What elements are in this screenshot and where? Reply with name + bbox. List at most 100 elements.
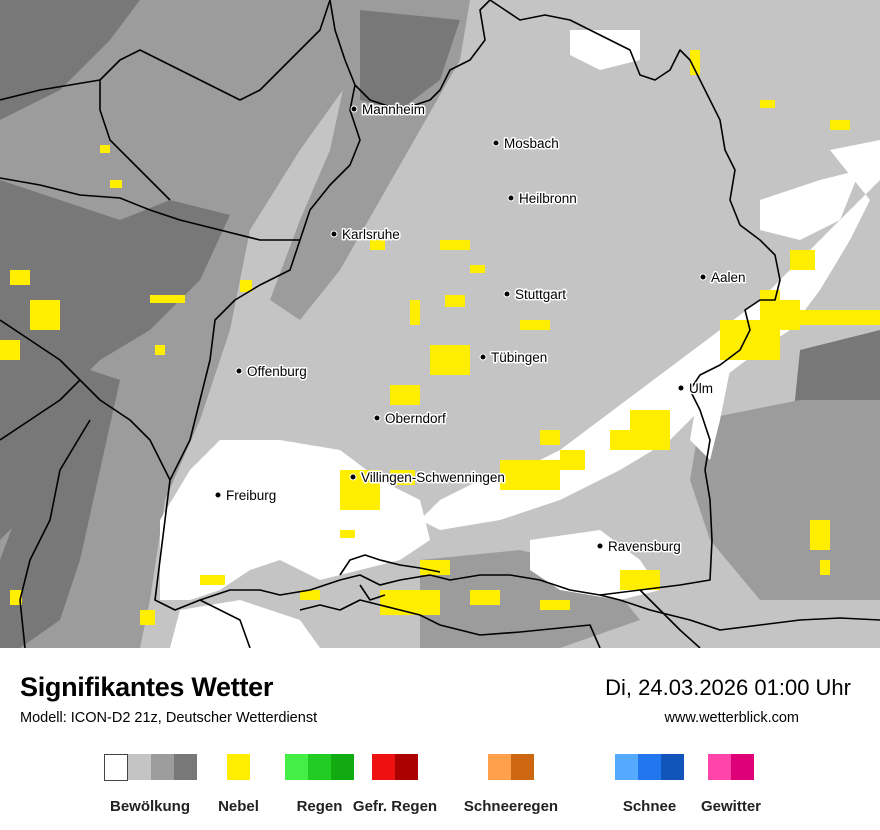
cloud-layer-dense-band-2 <box>0 360 120 648</box>
legend-group-schnee: Schnee <box>615 754 684 815</box>
legend-label: Schnee <box>622 798 677 815</box>
legend-swatch <box>708 754 731 780</box>
city-oberndorf[interactable]: Oberndorf <box>373 410 448 428</box>
border-switzerland <box>199 599 601 649</box>
legend-group-schneeregen: Schneeregen <box>464 754 558 815</box>
fog-patches <box>0 50 880 625</box>
city-dot <box>503 290 511 298</box>
city-dot <box>235 367 243 375</box>
legend-swatch <box>174 754 197 780</box>
city-ulm[interactable]: Ulm <box>677 380 715 398</box>
legend-label: Schneeregen <box>463 798 559 815</box>
legend-swatches <box>488 754 534 782</box>
city-dot <box>330 230 338 238</box>
legend-label: Nebel <box>218 798 259 815</box>
legend-swatches <box>227 754 250 782</box>
city-dot <box>596 542 604 550</box>
clear-sky-southwest-2 <box>170 600 320 648</box>
cloud-layer-medium-east <box>690 400 880 600</box>
legend-label: Regen <box>296 798 343 815</box>
city-label: Tübingen <box>491 350 547 365</box>
city-stuttgart[interactable]: Stuttgart <box>503 286 568 304</box>
clear-sky-northeast <box>760 170 860 240</box>
legend-group-regen: Regen <box>285 754 354 815</box>
border-france-germany <box>0 177 300 241</box>
border-baden-wuerttemberg <box>154 0 781 611</box>
border-west-inner <box>0 379 91 649</box>
border-northwest <box>99 0 331 101</box>
city-dot <box>507 194 515 202</box>
city-mannheim[interactable]: Mannheim <box>350 101 427 119</box>
city-label: Ulm <box>689 381 713 396</box>
legend-swatches <box>372 754 418 782</box>
city-heilbronn[interactable]: Heilbronn <box>507 190 578 208</box>
weather-map[interactable]: Mannheim Mosbach Heilbronn Karlsruhe Aalen St… <box>0 0 880 649</box>
city-label: Mannheim <box>362 102 425 117</box>
legend-swatches <box>615 754 684 782</box>
city-dot <box>492 139 500 147</box>
city-label: Aalen <box>711 270 746 285</box>
city-villingen-schwenningen[interactable]: Villingen-Schwenningen <box>349 469 506 487</box>
city-markers: Mannheim Mosbach Heilbronn Karlsruhe Aalen St… <box>214 101 747 556</box>
border-bavaria <box>639 589 701 649</box>
legend-swatch <box>488 754 511 780</box>
website-link[interactable]: www.wetterblick.com <box>664 710 799 726</box>
legend-swatch <box>372 754 395 780</box>
legend-swatch <box>308 754 331 780</box>
legend-group-bew-lkung: Bewölkung <box>104 754 197 815</box>
city-label: Mosbach <box>504 136 559 151</box>
city-label: Karlsruhe <box>342 227 400 242</box>
city-label: Stuttgart <box>515 287 566 302</box>
city-ravensburg[interactable]: Ravensburg <box>596 538 682 556</box>
legend-swatch <box>227 754 250 780</box>
city-dot <box>479 353 487 361</box>
model-info: Modell: ICON-D2 21z, Deutscher Wetterdie… <box>20 710 318 726</box>
city-dot <box>699 273 707 281</box>
clear-sky-central <box>420 140 880 530</box>
city-label: Freiburg <box>226 488 276 503</box>
legend-swatch <box>731 754 754 780</box>
state-borders <box>0 0 880 649</box>
border-lake-constance <box>599 594 880 631</box>
cloud-layer-dense-nw <box>0 0 140 120</box>
legend-swatch <box>661 754 684 780</box>
legend-swatches <box>285 754 354 782</box>
map-title: Signifikantes Wetter <box>20 672 274 702</box>
city-mosbach[interactable]: Mosbach <box>492 135 560 153</box>
border-lake-shore <box>339 554 441 601</box>
legend-group-gewitter: Gewitter <box>701 754 761 815</box>
city-label: Heilbronn <box>519 191 577 206</box>
legend-label: Bewölkung <box>109 798 191 815</box>
border-alsace <box>0 319 171 481</box>
city-dot <box>214 491 222 499</box>
cloud-layer-dense-north <box>360 10 460 110</box>
city-freiburg[interactable]: Freiburg <box>214 487 278 505</box>
legend-swatch <box>104 754 128 781</box>
border-west-north <box>0 79 171 201</box>
legend-swatch <box>638 754 661 780</box>
legend-swatch <box>331 754 354 780</box>
legend-label: Gefr. Regen <box>352 798 438 815</box>
legend-swatch <box>395 754 418 780</box>
legend-swatch <box>128 754 151 780</box>
legend-swatch <box>511 754 534 780</box>
city-karlsruhe[interactable]: Karlsruhe <box>330 226 401 244</box>
city-label: Villingen-Schwenningen <box>361 470 505 485</box>
legend-swatch <box>285 754 308 780</box>
legend-group-gefr-regen: Gefr. Regen <box>353 754 437 815</box>
clear-sky-north <box>570 30 640 70</box>
city-dot <box>349 473 357 481</box>
city-offenburg[interactable]: Offenburg <box>235 363 308 381</box>
city-t-bingen[interactable]: Tübingen <box>479 349 549 367</box>
legend-group-nebel: Nebel <box>218 754 259 815</box>
forecast-datetime: Di, 24.03.2026 01:00 Uhr <box>605 675 851 700</box>
city-label: Offenburg <box>247 364 307 379</box>
city-aalen[interactable]: Aalen <box>699 269 747 287</box>
legend-swatch <box>151 754 174 780</box>
legend-swatch <box>615 754 638 780</box>
city-label: Ravensburg <box>608 539 681 554</box>
cloud-layer-dense-band <box>0 180 230 540</box>
legend-swatches <box>708 754 754 782</box>
map-footer: Signifikantes Wetter Modell: ICON-D2 21z… <box>0 648 880 830</box>
clear-sky-southeast <box>690 370 730 460</box>
